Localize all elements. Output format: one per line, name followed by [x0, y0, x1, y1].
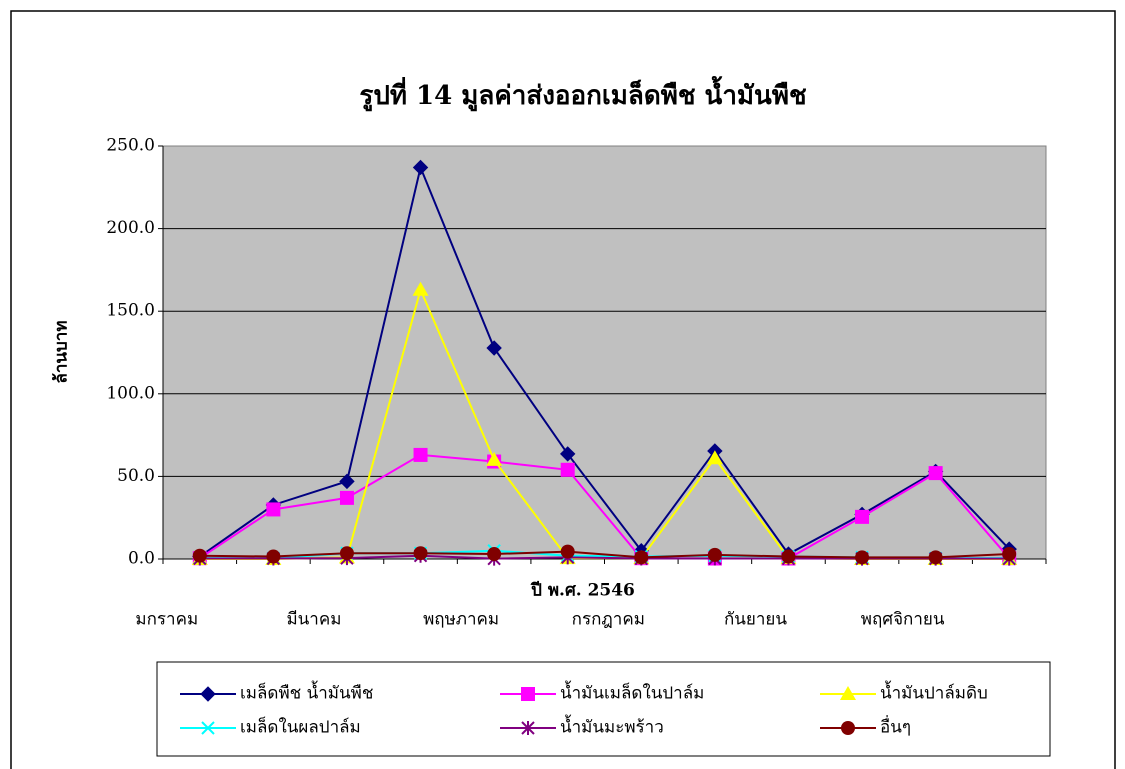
- marker: [781, 549, 796, 564]
- marker: [707, 547, 722, 562]
- marker: [339, 490, 354, 505]
- plot-area: [162, 145, 1047, 560]
- marker: [841, 721, 855, 735]
- marker: [855, 550, 870, 565]
- x-tick-label: กันยายน: [724, 610, 787, 630]
- marker: [1002, 547, 1017, 562]
- marker: [412, 281, 429, 296]
- marker: [201, 721, 215, 735]
- legend-label: อื่นๆ: [880, 715, 911, 738]
- marker: [560, 544, 575, 559]
- x-axis-title: ปี พ.ศ. 2546: [530, 580, 635, 601]
- legend-label: เมล็ดพืช น้ำมันพืช: [240, 681, 373, 704]
- legend-label: เมล็ดในผลปาล์ม: [240, 716, 361, 738]
- series-line: [199, 164, 1010, 558]
- legend-label: น้ำมันปาล์มดิบ: [880, 681, 988, 704]
- x-tick-label: มกราคม: [135, 610, 198, 630]
- marker: [412, 159, 429, 176]
- marker: [487, 547, 502, 562]
- marker: [634, 550, 649, 565]
- series-line: [199, 554, 1010, 560]
- marker: [560, 446, 576, 462]
- marker: [486, 340, 502, 356]
- x-tick-label: มีนาคม: [286, 610, 341, 630]
- y-tick-label: 100.0: [106, 383, 155, 403]
- marker: [840, 686, 856, 700]
- y-tick-label: 200.0: [106, 218, 155, 238]
- x-tick-label: กรกฎาคม: [572, 610, 645, 630]
- y-tick-label: 150.0: [106, 301, 155, 321]
- legend: [156, 661, 1051, 757]
- legend-label: น้ำมันมะพร้าว: [560, 715, 664, 738]
- marker: [928, 466, 943, 481]
- y-tick-label: 250.0: [106, 136, 155, 156]
- marker: [413, 546, 428, 561]
- marker: [521, 687, 535, 701]
- marker: [855, 509, 870, 524]
- y-axis-title: ล้านบาท: [52, 320, 72, 383]
- series-line: [199, 453, 1010, 560]
- marker: [928, 550, 943, 565]
- marker: [266, 502, 281, 517]
- y-tick-label: 50.0: [117, 466, 155, 486]
- x-tick-label: พฤษภาคม: [423, 610, 499, 630]
- y-tick-label: 0.0: [128, 549, 155, 569]
- marker: [486, 451, 503, 466]
- marker: [266, 549, 281, 564]
- chart-title: รูปที่ 14 มูลค่าส่งออกเมล็ดพืช น้ำมันพืช: [359, 75, 806, 112]
- marker: [560, 462, 575, 477]
- marker: [200, 686, 216, 702]
- marker: [192, 548, 207, 563]
- marker: [521, 721, 535, 735]
- series-line: [199, 550, 1010, 559]
- marker: [339, 473, 355, 490]
- marker: [339, 546, 354, 561]
- legend-label: น้ำมันเมล็ดในปาล์ม: [560, 681, 704, 704]
- x-tick-label: พฤศจิกายน: [861, 610, 945, 630]
- marker: [413, 447, 428, 462]
- marker: [706, 450, 723, 465]
